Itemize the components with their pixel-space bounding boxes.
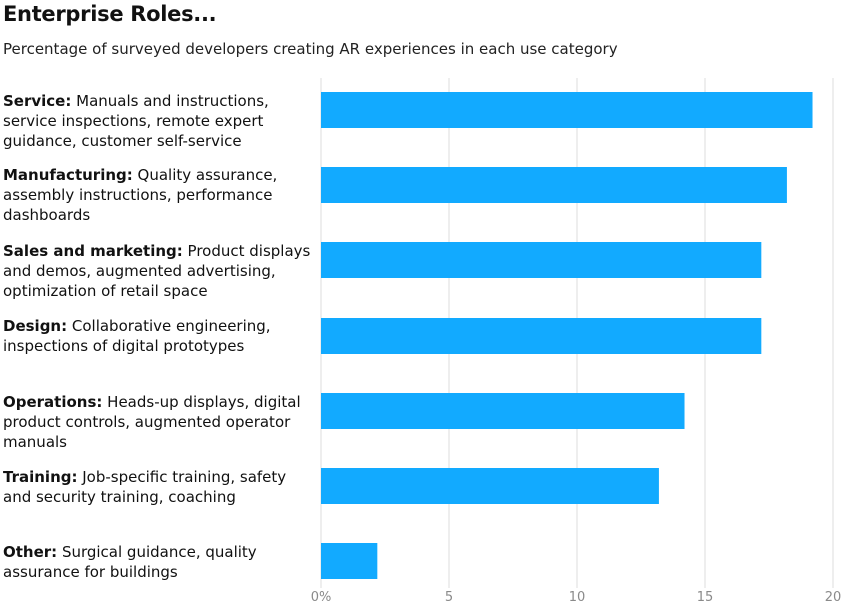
category-description: Heads-up displays, digital product contr… [3, 393, 301, 451]
chart-title: Enterprise Roles... [3, 2, 217, 26]
x-tick-label: 15 [697, 590, 714, 605]
category-name: Operations: [3, 393, 103, 411]
x-tick-label: 10 [569, 590, 586, 605]
category-label: Training: Job-specific training, safety … [3, 467, 315, 507]
bar-0 [321, 92, 813, 128]
bars [321, 92, 813, 579]
x-tick-label: 5 [445, 590, 453, 605]
category-name: Manufacturing: [3, 166, 133, 184]
category-description: Surgical guidance, quality assurance for… [3, 543, 257, 581]
category-name: Training: [3, 468, 78, 486]
category-description: Collaborative engineering, inspections o… [3, 317, 271, 355]
category-description: Job-specific training, safety and securi… [3, 468, 287, 506]
bar-1 [321, 167, 787, 203]
x-tick-label: 0% [311, 590, 332, 605]
bar-2 [321, 242, 762, 278]
category-label: Service: Manuals and instructions, servi… [3, 91, 315, 151]
bar-6 [321, 543, 378, 579]
x-axis-ticks: 0% 5 10 15 20 [311, 590, 842, 605]
category-name: Sales and marketing: [3, 242, 183, 260]
bar-4 [321, 393, 685, 429]
x-tick-label: 20 [825, 590, 842, 605]
category-name: Service: [3, 92, 72, 110]
category-label: Operations: Heads-up displays, digital p… [3, 392, 315, 452]
category-label: Design: Collaborative engineering, inspe… [3, 316, 315, 356]
category-description: Quality assurance, assembly instructions… [3, 166, 278, 224]
category-name: Other: [3, 543, 58, 561]
category-label: Other: Surgical guidance, quality assura… [3, 542, 315, 582]
category-label: Manufacturing: Quality assurance, assemb… [3, 165, 315, 225]
category-description: Product displays and demos, augmented ad… [3, 242, 311, 300]
chart-subtitle: Percentage of surveyed developers creati… [3, 40, 618, 58]
bar-5 [321, 468, 659, 504]
category-name: Design: [3, 317, 68, 335]
category-label: Sales and marketing: Product displays an… [3, 241, 315, 301]
category-description: Manuals and instructions, service inspec… [3, 92, 269, 150]
bar-3 [321, 318, 762, 354]
